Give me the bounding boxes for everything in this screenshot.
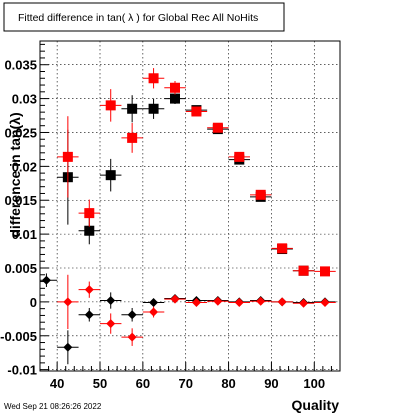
data-point-diamond bbox=[84, 285, 94, 295]
data-point-diamond bbox=[127, 310, 137, 320]
y-tick-label: 0.02 bbox=[12, 159, 37, 174]
tick-label-layer: 40 50 60 70 80 90 100 -0.01 -0.005 0 0.005 0.01 0.01… bbox=[0, 58, 325, 391]
y-tick-label: 0.025 bbox=[4, 125, 37, 140]
data-point-square bbox=[234, 151, 245, 162]
data-point-square bbox=[170, 82, 180, 93]
x-tick-label: 40 bbox=[50, 376, 64, 391]
plot-frame bbox=[39, 40, 341, 372]
data-point-diamond bbox=[84, 310, 94, 320]
data-point-square bbox=[170, 93, 180, 104]
data-point-diamond bbox=[191, 298, 201, 308]
data-point-diamond bbox=[63, 342, 73, 352]
timestamp-label: Wed Sep 21 08:26:26 2022 bbox=[4, 402, 102, 411]
x-tick-label: 50 bbox=[93, 376, 107, 391]
data-point-square bbox=[255, 189, 266, 200]
data-point-square bbox=[62, 151, 73, 162]
data-point-diamond bbox=[106, 296, 116, 306]
x-tick-label: 60 bbox=[136, 376, 150, 391]
data-point-square bbox=[298, 265, 309, 276]
chart-title: Fitted difference in tan( λ ) for Global… bbox=[18, 12, 258, 24]
y-tick-label: -0.005 bbox=[0, 329, 37, 344]
series-diamond-red bbox=[57, 274, 336, 346]
data-point-square bbox=[320, 266, 330, 277]
data-point-diamond bbox=[234, 298, 244, 308]
data-point-square bbox=[105, 170, 116, 181]
y-tick-label: 0.015 bbox=[4, 193, 37, 208]
data-point-square bbox=[277, 243, 288, 254]
data-point-diamond bbox=[41, 275, 51, 285]
data-point-diamond bbox=[213, 296, 223, 306]
data-point-diamond bbox=[299, 298, 309, 308]
grid-layer bbox=[40, 41, 340, 371]
y-axis-label: difference in tan(λ) bbox=[7, 112, 23, 237]
y-tick-label: 0.03 bbox=[12, 92, 37, 107]
data-point-square bbox=[212, 122, 223, 133]
data-point-square bbox=[148, 103, 159, 114]
series-diamond-black bbox=[40, 273, 336, 365]
y-tick-label: 0.01 bbox=[12, 227, 37, 242]
x-tick-label: 90 bbox=[264, 376, 278, 391]
data-point-square bbox=[191, 106, 202, 117]
x-tick-label: 100 bbox=[303, 376, 325, 391]
data-point-diamond bbox=[149, 298, 159, 308]
data-point-diamond bbox=[277, 297, 287, 307]
x-axis-label: Quality bbox=[292, 397, 340, 413]
data-point-diamond bbox=[127, 332, 137, 342]
data-point-diamond bbox=[149, 307, 159, 317]
x-tick-label: 80 bbox=[221, 376, 235, 391]
series-square-red bbox=[57, 68, 336, 277]
data-point-diamond bbox=[63, 297, 73, 307]
y-tick-label: 0 bbox=[30, 295, 37, 310]
y-tick-label: 0.005 bbox=[4, 261, 37, 276]
data-point-square bbox=[84, 225, 95, 236]
data-point-square bbox=[127, 103, 138, 114]
data-point-diamond bbox=[320, 298, 330, 308]
title-box bbox=[3, 2, 285, 32]
data-point-square bbox=[148, 73, 159, 84]
y-tick-label: -0.01 bbox=[7, 363, 37, 378]
tick-layer bbox=[39, 43, 332, 371]
data-point-square bbox=[127, 132, 138, 143]
data-point-diamond bbox=[170, 294, 180, 304]
x-tick-label: 70 bbox=[178, 376, 192, 391]
data-point-square bbox=[84, 208, 95, 219]
y-tick-label: 0.035 bbox=[4, 58, 37, 73]
data-point-diamond bbox=[106, 319, 116, 329]
data-point-square bbox=[105, 100, 116, 111]
data-layer bbox=[40, 68, 336, 365]
data-point-diamond bbox=[256, 296, 266, 306]
